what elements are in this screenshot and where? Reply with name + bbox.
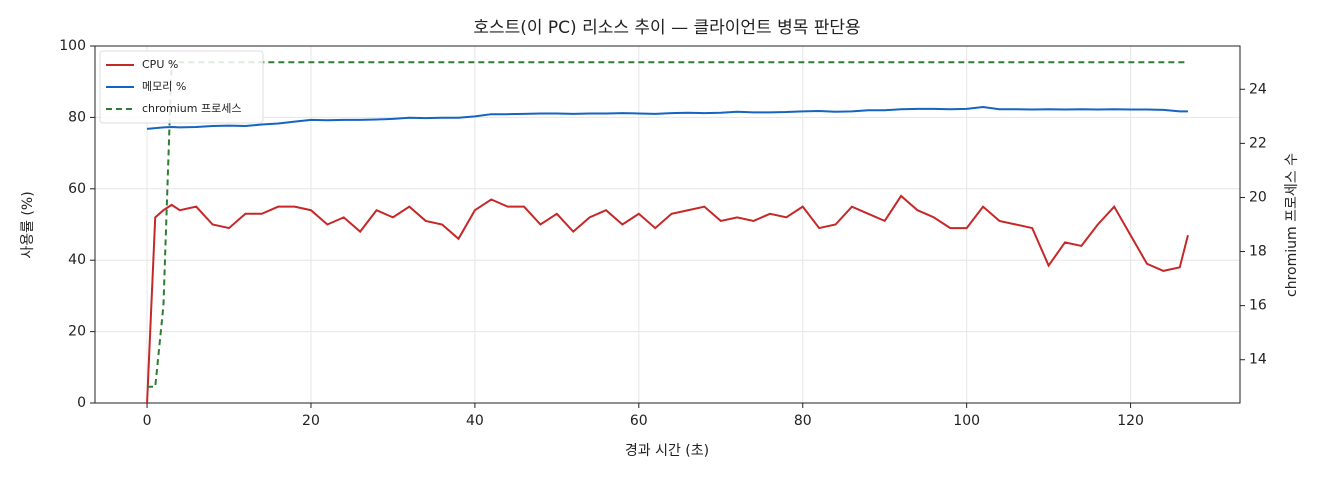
x-tick-label: 120 [1117, 413, 1144, 429]
y-tick-label: 20 [68, 324, 86, 340]
y2-tick-label: 24 [1249, 81, 1267, 97]
data-line [146, 194, 1189, 404]
y-tick-label: 40 [68, 252, 86, 268]
plot-frame [94, 45, 1241, 404]
x-axis-label: 경과 시간 (초) [625, 443, 709, 459]
y2-axis-label: chromium 프로세스 수 [1284, 153, 1300, 297]
y-tick-label: 80 [68, 109, 86, 125]
y2-tick-label: 22 [1249, 135, 1267, 151]
y2-tick-label: 14 [1249, 352, 1267, 368]
legend-label: 메모리 % [142, 80, 186, 93]
x-tick-label: 0 [143, 413, 152, 429]
y2-tick-label: 18 [1249, 244, 1267, 260]
x-tick-label: 60 [630, 413, 648, 429]
y2-tick-label: 20 [1249, 189, 1267, 205]
y-tick-label: 0 [77, 395, 86, 411]
legend-label: chromium 프로세스 [142, 102, 241, 115]
chart-title: 호스트(이 PC) 리소스 추이 — 클라이언트 병목 판단용 [473, 18, 860, 38]
x-tick-label: 40 [466, 413, 484, 429]
y2-tick-label: 16 [1249, 298, 1267, 314]
data-line [146, 106, 1188, 130]
legend-box [99, 50, 264, 124]
data-line [147, 61, 1188, 388]
x-tick-label: 80 [794, 413, 812, 429]
x-tick-label: 100 [953, 413, 980, 429]
y-tick-label: 60 [68, 181, 86, 197]
y-axis-label: 사용률 (%) [20, 191, 36, 258]
legend-label: CPU % [142, 58, 178, 71]
x-tick-label: 20 [302, 413, 320, 429]
y-tick-label: 100 [59, 38, 86, 54]
